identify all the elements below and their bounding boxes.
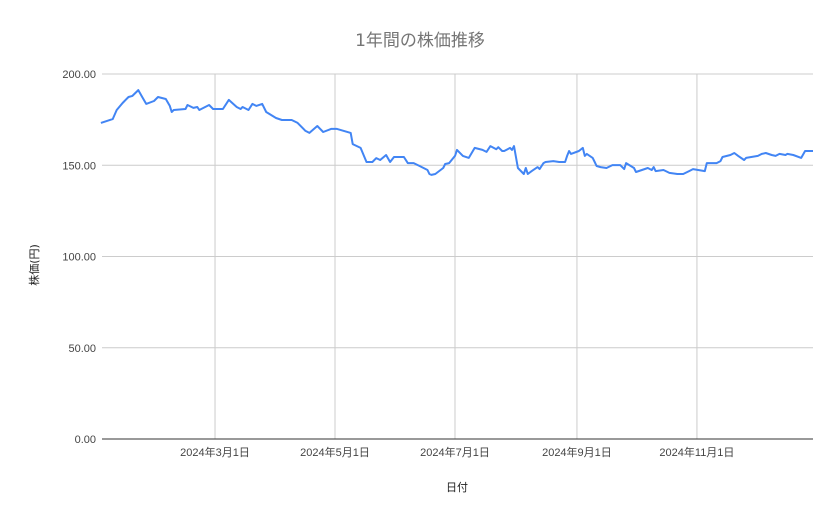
x-tick-label: 2024年3月1日 [180,445,250,459]
x-axis-ticks: 2024年3月1日 2024年5月1日 2024年7月1日 2024年9月1日 2024… [180,445,734,459]
y-axis-ticks: 0.00 50.00 100.00 150.00 200.00 [62,69,96,446]
gridlines [102,73,813,439]
x-axis-label: 日付 [446,481,468,494]
y-tick-label: 100.00 [62,252,96,264]
y-tick-label: 150.00 [62,160,96,172]
y-axis-label: 株価(円) [27,244,41,286]
series-line [100,89,813,176]
x-tick-label: 2024年7月1日 [420,445,490,459]
y-tick-label: 200.00 [62,69,96,81]
x-tick-label: 2024年11月1日 [659,445,734,459]
x-tick-label: 2024年9月1日 [542,445,612,459]
x-tick-label: 2024年5月1日 [300,445,370,459]
y-tick-label: 0.00 [75,434,96,446]
chart-title: 1年間の株価推移 [355,31,485,51]
y-tick-label: 50.00 [68,343,96,355]
